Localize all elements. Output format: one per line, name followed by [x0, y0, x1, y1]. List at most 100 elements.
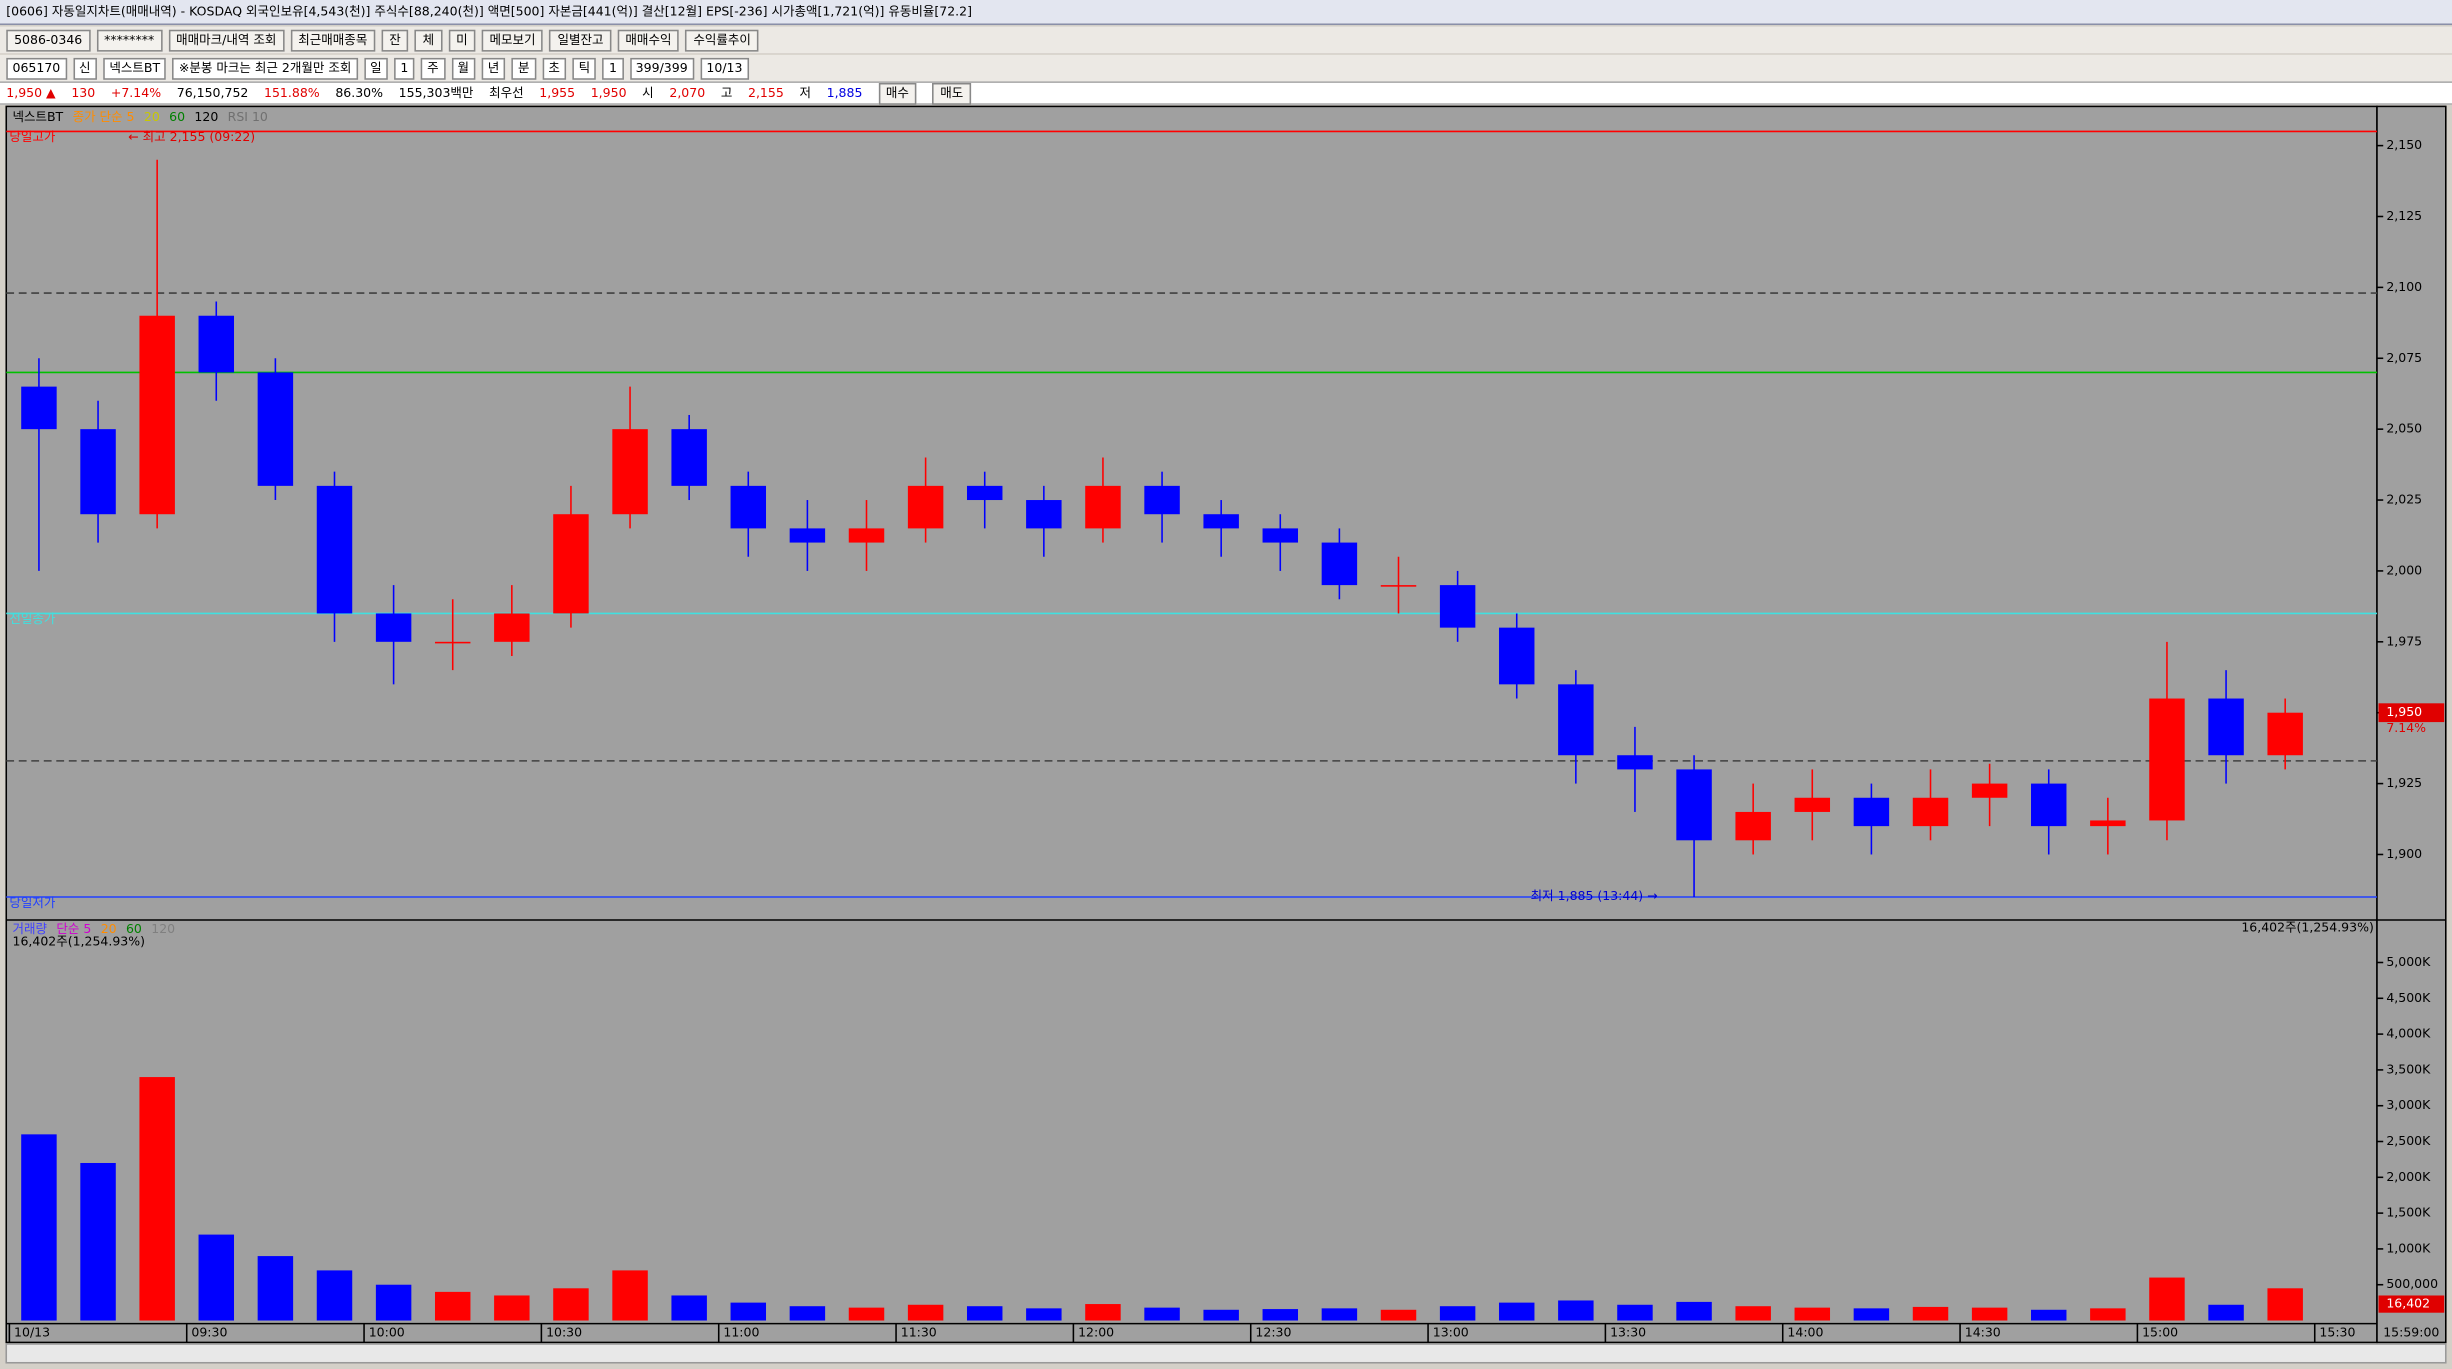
- legend-entry: 단순 5: [56, 921, 91, 936]
- candle-body: [21, 386, 57, 430]
- title-bar: [0606] 자동일지차트(매매내역) - KOSDAQ 외국인보유[4,543…: [0, 0, 2452, 26]
- volume-bar: [848, 1307, 885, 1321]
- last-price: 1,950: [2386, 704, 2422, 719]
- volume-bar: [1026, 1308, 1062, 1321]
- time-label: 15:59:00: [2383, 1325, 2439, 1340]
- toolbar-button[interactable]: 신: [72, 57, 97, 80]
- candle-body: [1439, 585, 1476, 628]
- x-tick-label: 12:30: [1255, 1325, 1291, 1340]
- volume-bar: [1144, 1307, 1180, 1321]
- x-tick-label: 11:00: [723, 1325, 759, 1340]
- y-tick-label: 3,500K: [2386, 1061, 2431, 1076]
- candle-body: [1321, 542, 1358, 586]
- plot-background: [5, 105, 2378, 1344]
- x-tick-label: 15:00: [2142, 1325, 2178, 1340]
- legend-entry: 60: [126, 921, 142, 936]
- y-tick-label: 4,000K: [2386, 1026, 2431, 1041]
- toolbar-button[interactable]: 일별잔고: [549, 28, 612, 51]
- reference-label: 전일종가: [9, 611, 55, 626]
- y-tick-label: 1,925: [2386, 775, 2422, 790]
- reference-label: 당일고가: [9, 129, 55, 144]
- toolbar-button[interactable]: 틱: [572, 57, 597, 80]
- candle-body: [1794, 797, 1831, 812]
- candle-body: [257, 372, 294, 486]
- toolbar-button[interactable]: 초: [542, 57, 567, 80]
- quote-field: 1,885: [826, 86, 863, 101]
- volume-bar: [316, 1270, 353, 1321]
- volume-bar: [1439, 1306, 1476, 1321]
- toolbar-button[interactable]: 월: [451, 57, 476, 80]
- toolbar-button[interactable]: 넥스트BT: [103, 57, 167, 80]
- y-tick-label: 2,100: [2386, 279, 2422, 294]
- toolbar-button[interactable]: 매수: [878, 82, 917, 105]
- volume-bar: [671, 1295, 707, 1321]
- toolbar-button[interactable]: 5086-0346: [6, 28, 91, 51]
- toolbar-button[interactable]: 미: [448, 28, 476, 51]
- y-tick-label: 2,150: [2386, 137, 2422, 152]
- legend-entry: 120: [194, 109, 218, 124]
- candle-body: [1498, 627, 1535, 685]
- volume-bar: [1971, 1307, 2008, 1321]
- toolbar-button[interactable]: 1: [394, 57, 415, 80]
- toolbar-button[interactable]: 1: [602, 57, 624, 80]
- scrollbar[interactable]: [5, 1343, 2447, 1364]
- toolbar-button[interactable]: 최근매매종목: [290, 28, 376, 51]
- quote-field: 저: [799, 86, 811, 101]
- candle-body: [198, 315, 235, 373]
- y-tick-label: 5,000K: [2386, 954, 2431, 969]
- quote-field: 86.30%: [335, 86, 384, 101]
- y-tick-label: 2,025: [2386, 492, 2422, 507]
- candle-body: [1262, 528, 1299, 543]
- candle-body: [2267, 712, 2303, 756]
- toolbar-button[interactable]: 매매수익: [617, 28, 680, 51]
- volume-bar: [139, 1077, 175, 1321]
- y-tick-label: 1,900: [2386, 846, 2422, 861]
- annotation: ← 최고 2,155 (09:22): [128, 129, 255, 144]
- toolbar-button[interactable]: 주: [420, 57, 445, 80]
- volume-bar: [2149, 1277, 2185, 1321]
- toolbar-button[interactable]: 065170: [6, 57, 67, 80]
- toolbar-button[interactable]: 잔: [381, 28, 409, 51]
- toolbar-button[interactable]: ※분봉 마크는 최근 2개월만 조회: [172, 57, 358, 80]
- quote-field: 2,070: [669, 86, 706, 101]
- volume-bar: [1203, 1309, 1239, 1321]
- candle-body: [1380, 585, 1417, 587]
- candle-body: [139, 315, 175, 515]
- volume-bar: [434, 1291, 471, 1321]
- quote-field: 130: [71, 86, 96, 101]
- toolbar-button[interactable]: 수익률추이: [685, 28, 759, 51]
- y-tick-label: 2,125: [2386, 208, 2422, 223]
- toolbar-button[interactable]: 399/399: [629, 57, 694, 80]
- toolbar-button[interactable]: 10/13: [700, 57, 749, 80]
- toolbar-button[interactable]: 메모보기: [481, 28, 544, 51]
- toolbar-button[interactable]: 매매마크/내역 조회: [168, 28, 285, 51]
- x-tick-label: 13:30: [1610, 1325, 1646, 1340]
- toolbar-button[interactable]: 년: [481, 57, 506, 80]
- candle-body: [2090, 820, 2126, 827]
- toolbar-button[interactable]: ********: [96, 28, 163, 51]
- candle-body: [966, 485, 1003, 501]
- candle-body: [1026, 500, 1062, 529]
- y-tick-label: 2,075: [2386, 350, 2422, 365]
- y-tick-label: 2,000: [2386, 562, 2422, 577]
- volume-bar: [1558, 1300, 1594, 1321]
- quote-field: 1,950 ▲: [6, 86, 56, 101]
- x-tick-label: 13:00: [1433, 1325, 1469, 1340]
- toolbar-button[interactable]: 체: [414, 28, 443, 51]
- quote-field: 1,950: [590, 86, 627, 101]
- toolbar-button[interactable]: 분: [511, 57, 536, 80]
- legend-entry: 넥스트BT: [13, 109, 64, 124]
- candle-body: [80, 429, 116, 515]
- volume-bar: [198, 1234, 235, 1321]
- volume-bar: [612, 1270, 648, 1321]
- toolbar: 5086-0346 ******** 매매마크/내역 조회 최근매매종목 잔 체 미 메모보기…: [0, 26, 2452, 54]
- volume-bar: [80, 1162, 116, 1321]
- legend-entry: 120: [151, 921, 175, 936]
- toolbar-button[interactable]: 매도: [932, 82, 972, 105]
- x-tick-label: 10/13: [14, 1325, 50, 1340]
- last-price-box: [2378, 703, 2445, 723]
- candle-body: [848, 528, 885, 543]
- axis-background: [2376, 105, 2447, 1344]
- toolbar-button[interactable]: 일: [363, 57, 388, 80]
